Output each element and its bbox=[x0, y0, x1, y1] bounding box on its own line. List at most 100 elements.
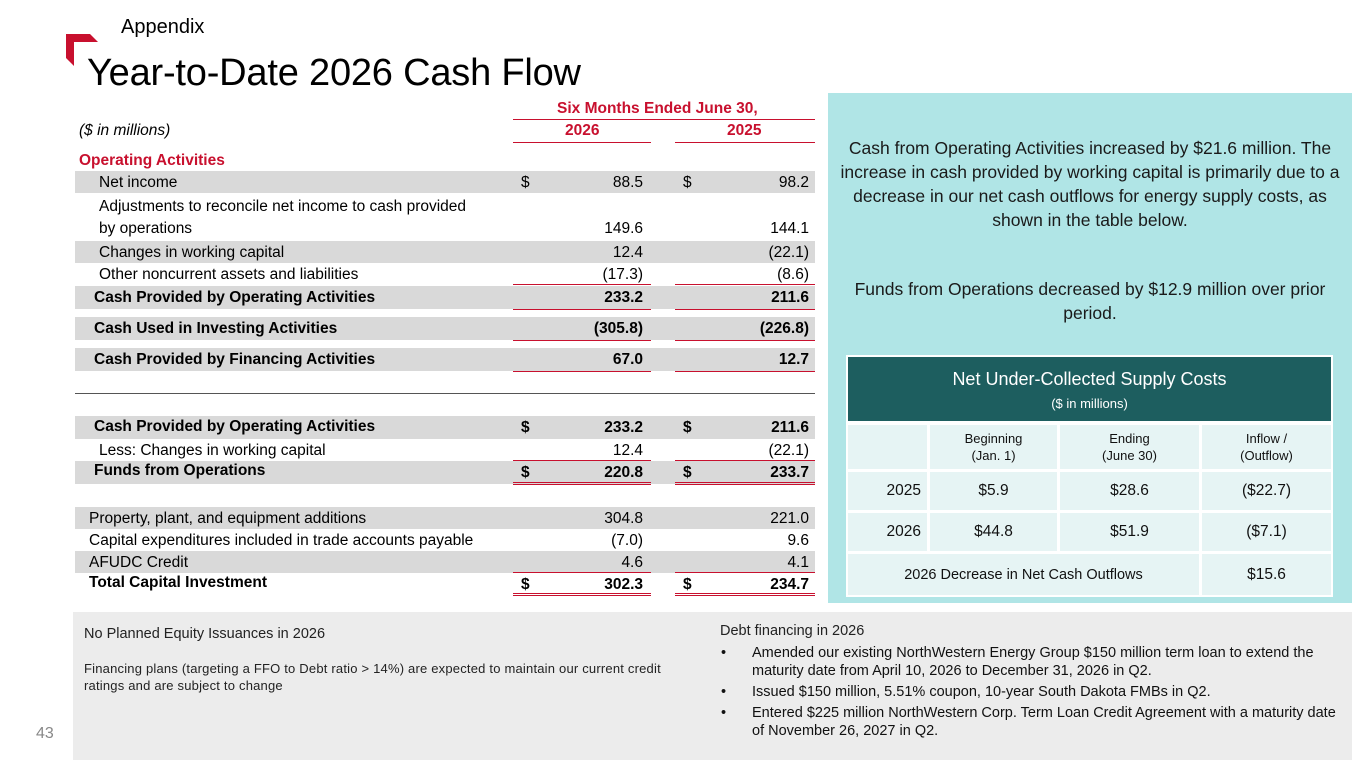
table-row: Less: Changes in working capital 12.4 (2… bbox=[75, 439, 815, 461]
value-2026: 220.8 bbox=[604, 464, 643, 481]
currency-sign: $ bbox=[521, 174, 530, 191]
bullet-icon: • bbox=[721, 684, 727, 700]
value-2026: 67.0 bbox=[612, 351, 643, 368]
value-2025: 221.0 bbox=[770, 510, 809, 527]
row-end: $28.6 bbox=[1060, 472, 1199, 510]
currency-sign: $ bbox=[683, 419, 692, 436]
decrease-value: $15.6 bbox=[1202, 554, 1331, 595]
col-flow-label: Inflow / bbox=[1245, 431, 1288, 446]
row-label-cont: by operations bbox=[99, 220, 193, 237]
value-2025: 12.7 bbox=[778, 351, 809, 368]
list-item: • Issued $150 million, 5.51% coupon, 10-y… bbox=[720, 683, 1340, 701]
list-item: • Amended our existing NorthWestern Energ… bbox=[720, 644, 1340, 680]
row-begin: $5.9 bbox=[930, 472, 1057, 510]
value-2025: (22.1) bbox=[768, 442, 810, 459]
value-2025: 233.7 bbox=[770, 464, 809, 481]
table-row: Capital expenditures included in trade a… bbox=[75, 529, 815, 551]
row-label: Less: Changes in working capital bbox=[99, 442, 326, 459]
value-2026: 233.2 bbox=[604, 289, 643, 306]
currency-sign: $ bbox=[683, 174, 692, 191]
table-row: Total Capital Investment $ 302.3 $ 234.7 bbox=[75, 573, 815, 595]
row-label: Total Capital Investment bbox=[89, 574, 267, 591]
col-2026-header: 2026 bbox=[565, 122, 600, 139]
value-2026: 304.8 bbox=[604, 510, 643, 527]
currency-sign: $ bbox=[521, 464, 530, 481]
row-flow: ($7.1) bbox=[1202, 513, 1331, 551]
table-row: AFUDC Credit 4.6 4.1 bbox=[75, 551, 815, 573]
page-title: Year-to-Date 2026 Cash Flow bbox=[87, 52, 581, 94]
table-row: Cash Provided by Operating Activities $ … bbox=[75, 416, 815, 439]
value-2026: 12.4 bbox=[612, 244, 643, 261]
bullet-icon: • bbox=[721, 705, 727, 721]
page-number: 43 bbox=[36, 725, 54, 742]
col-ending-label: Ending bbox=[1109, 431, 1150, 446]
decrease-label: 2026 Decrease in Net Cash Outflows bbox=[848, 554, 1199, 595]
section-label: Appendix bbox=[121, 16, 205, 38]
row-label: Other noncurrent assets and liabilities bbox=[99, 266, 359, 283]
supply-table-units: ($ in millions) bbox=[1051, 396, 1128, 411]
table-row: Cash Used in Investing Activities (305.8… bbox=[75, 317, 815, 340]
row-label: Funds from Operations bbox=[94, 462, 266, 479]
row-begin: $44.8 bbox=[930, 513, 1057, 551]
supply-table-title: Net Under-Collected Supply Costs bbox=[952, 369, 1227, 389]
value-2026: 302.3 bbox=[604, 576, 643, 593]
value-2026: 233.2 bbox=[604, 419, 643, 436]
col-beginning-label: Beginning bbox=[964, 431, 1023, 446]
row-label: Cash Provided by Operating Activities bbox=[94, 418, 376, 435]
value-2025: 4.1 bbox=[787, 554, 809, 571]
equity-title: No Planned Equity Issuances in 2026 bbox=[84, 626, 326, 642]
value-2025: 211.6 bbox=[771, 419, 809, 436]
value-2026: 149.6 bbox=[604, 220, 643, 237]
row-end: $51.9 bbox=[1060, 513, 1199, 551]
table-row: Cash Provided by Financing Activities 67… bbox=[75, 348, 815, 371]
ffo-commentary: Funds from Operations decreased by $12.9… bbox=[854, 279, 1326, 323]
col-ending-header: Ending (June 30) bbox=[1060, 425, 1199, 469]
commentary-panel: Cash from Operating Activities increased… bbox=[828, 93, 1352, 603]
value-2026: (305.8) bbox=[593, 320, 643, 337]
supply-costs-table: Net Under-Collected Supply Costs ($ in m… bbox=[846, 355, 1333, 597]
table-row: Other noncurrent assets and liabilities … bbox=[75, 263, 815, 285]
table-row: Net income $ 88.5 $ 98.2 bbox=[75, 171, 815, 193]
value-2025: 144.1 bbox=[770, 220, 809, 237]
currency-sign: $ bbox=[521, 576, 530, 593]
currency-sign: $ bbox=[521, 419, 530, 436]
row-label: Net income bbox=[99, 174, 178, 191]
value-2026: 88.5 bbox=[612, 174, 643, 191]
cash-flow-table: Six Months Ended June 30, ($ in millions… bbox=[75, 96, 820, 606]
currency-sign: $ bbox=[683, 576, 692, 593]
col-beginning-header: Beginning (Jan. 1) bbox=[930, 425, 1057, 469]
row-label: Capital expenditures included in trade a… bbox=[89, 532, 474, 549]
row-year: 2025 bbox=[848, 472, 927, 510]
value-2025: (22.1) bbox=[768, 244, 810, 261]
period-header: Six Months Ended June 30, bbox=[557, 100, 758, 117]
row-label: Cash Provided by Financing Activities bbox=[94, 351, 376, 368]
equity-body: Financing plans (targeting a FFO to Debt… bbox=[84, 661, 661, 693]
value-2026: 12.4 bbox=[612, 442, 643, 459]
row-label: AFUDC Credit bbox=[89, 554, 189, 571]
row-label: Property, plant, and equipment additions bbox=[89, 510, 367, 527]
table-row: Property, plant, and equipment additions… bbox=[75, 507, 815, 529]
debt-list: • Amended our existing NorthWestern Energ… bbox=[720, 644, 1340, 743]
list-item-text: Amended our existing NorthWestern Energy… bbox=[752, 645, 1314, 679]
table-row: Cash Provided by Operating Activities 23… bbox=[75, 286, 815, 309]
empty-header-cell bbox=[848, 425, 927, 469]
list-item: • Entered $225 million NorthWestern Corp.… bbox=[720, 704, 1340, 740]
table-row: Adjustments to reconcile net income to c… bbox=[75, 196, 815, 240]
row-label: Changes in working capital bbox=[99, 244, 285, 261]
list-item-text: Entered $225 million NorthWestern Corp. … bbox=[752, 705, 1336, 739]
row-label: Adjustments to reconcile net income to c… bbox=[99, 198, 467, 215]
value-2026: (7.0) bbox=[611, 532, 643, 549]
value-2025: 98.2 bbox=[778, 174, 809, 191]
currency-sign: $ bbox=[683, 464, 692, 481]
operating-commentary: Cash from Operating Activities increased… bbox=[840, 138, 1340, 230]
row-label: Cash Used in Investing Activities bbox=[94, 320, 338, 337]
col-2025-header: 2025 bbox=[727, 122, 762, 139]
col-beginning-sublabel: (Jan. 1) bbox=[971, 448, 1016, 463]
value-2025: (226.8) bbox=[759, 320, 809, 337]
brand-corner-icon bbox=[66, 34, 98, 66]
col-ending-sublabel: (June 30) bbox=[1102, 448, 1157, 463]
value-2025: 211.6 bbox=[771, 289, 809, 306]
table-row: Changes in working capital 12.4 (22.1) bbox=[75, 241, 815, 263]
value-2025: (8.6) bbox=[777, 266, 809, 283]
value-2025: 9.6 bbox=[787, 532, 809, 549]
